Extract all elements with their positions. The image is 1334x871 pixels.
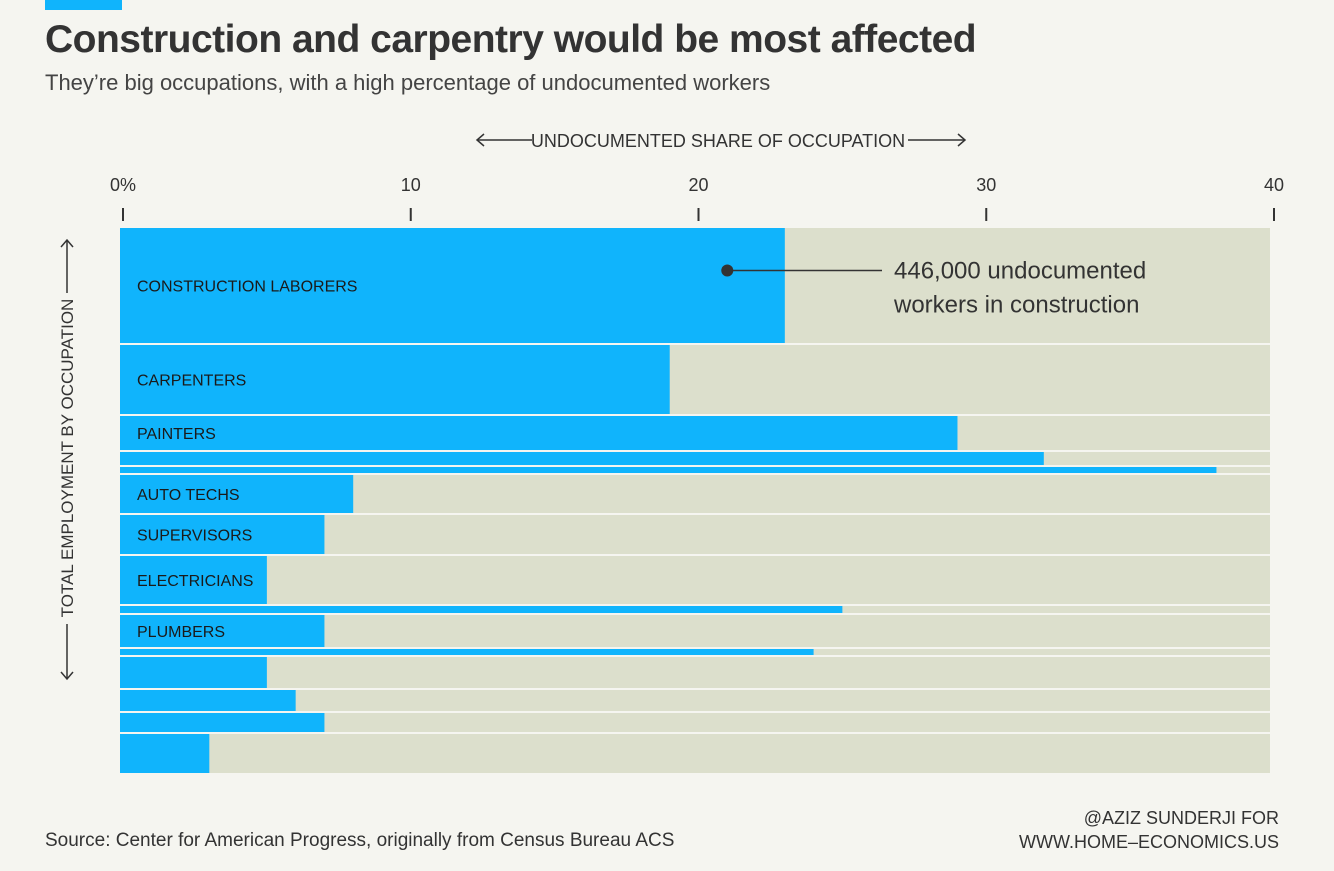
bar xyxy=(120,475,354,513)
bar-label: PLUMBERS xyxy=(137,624,225,641)
bar xyxy=(120,515,325,554)
bar xyxy=(120,734,210,773)
chart-title: Construction and carpentry would be most… xyxy=(45,18,977,61)
bar xyxy=(120,556,267,604)
chart-subtitle: They’re big occupations, with a high per… xyxy=(45,70,771,95)
y-axis-label: TOTAL EMPLOYMENT BY OCCUPATION xyxy=(58,299,77,618)
bar-background xyxy=(120,734,1270,773)
annotation-text-line-2: workers in construction xyxy=(893,292,1139,319)
annotation-text-line-1: 446,000 undocumented xyxy=(894,258,1146,285)
bar xyxy=(120,416,958,450)
bar xyxy=(120,606,843,613)
bar-label: CONSTRUCTION LABORERS xyxy=(137,279,357,296)
bar xyxy=(120,228,785,343)
x-tick-label: 20 xyxy=(688,175,708,195)
credit: @AZIZ SUNDERJI FOR WWW.HOME–ECONOMICS.US xyxy=(1019,806,1279,854)
bar xyxy=(120,713,325,732)
bar xyxy=(120,690,296,711)
bar xyxy=(120,657,267,688)
source-note: Source: Center for American Progress, or… xyxy=(45,830,675,851)
bar-label: PAINTERS xyxy=(137,426,216,443)
x-tick-label: 10 xyxy=(401,175,421,195)
bar-background xyxy=(120,690,1270,711)
y-axis-arrow-up-head xyxy=(60,238,74,248)
bar xyxy=(120,649,814,655)
x-tick-label: 0% xyxy=(110,175,136,195)
bar xyxy=(120,452,1044,465)
annotation-dot xyxy=(721,264,734,277)
x-axis-arrow-right-head xyxy=(957,133,967,147)
credit-line-2: WWW.HOME–ECONOMICS.US xyxy=(1019,832,1279,852)
bar-background xyxy=(120,657,1270,688)
x-tick-label: 30 xyxy=(976,175,996,195)
bar-label: AUTO TECHS xyxy=(137,487,240,504)
bar-label: SUPERVISORS xyxy=(137,528,252,545)
accent-bar xyxy=(45,0,122,10)
bar-background xyxy=(120,713,1270,732)
x-axis-label: UNDOCUMENTED SHARE OF OCCUPATION xyxy=(531,131,905,151)
x-axis-arrow-left-head xyxy=(475,133,485,147)
bar-background xyxy=(120,556,1270,604)
bar-label: CARPENTERS xyxy=(137,373,246,390)
x-tick-label: 40 xyxy=(1264,175,1284,195)
bar xyxy=(120,345,670,414)
y-axis-arrow-down-head xyxy=(60,671,74,681)
bar xyxy=(120,615,325,647)
bar-label: ELECTRICIANS xyxy=(137,573,253,590)
bar xyxy=(120,467,1217,473)
credit-line-1: @AZIZ SUNDERJI FOR xyxy=(1083,808,1279,828)
